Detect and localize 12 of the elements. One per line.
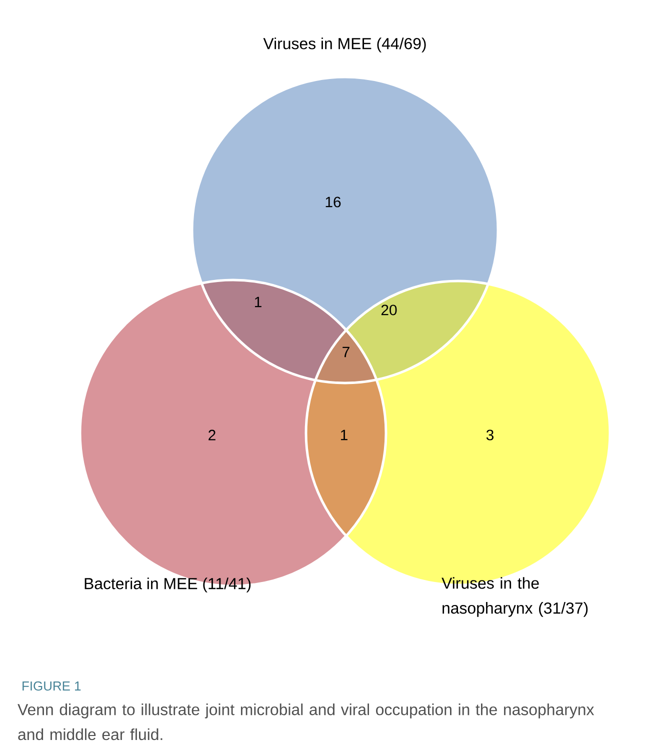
data-label: 20 <box>381 304 397 316</box>
text: Bacteria in MEE (11/41) <box>84 578 251 592</box>
data-label: 1 <box>340 430 348 440</box>
caption: FIGURE 1 <box>22 681 81 691</box>
data-label: 2 <box>208 430 216 440</box>
data-label: 1 <box>254 296 262 308</box>
text: Venn diagram to illustrate joint microbial and viral occupation in the nasopharynx and middle ear fluid. <box>18 704 594 740</box>
data-label: 7 <box>342 346 350 358</box>
data-label: 3 <box>486 430 494 440</box>
text: Viruses in MEE (44/69) <box>263 38 426 52</box>
text: Viruses in the nasopharynx (31/37) <box>442 577 588 617</box>
data-label: 16 <box>326 196 341 208</box>
